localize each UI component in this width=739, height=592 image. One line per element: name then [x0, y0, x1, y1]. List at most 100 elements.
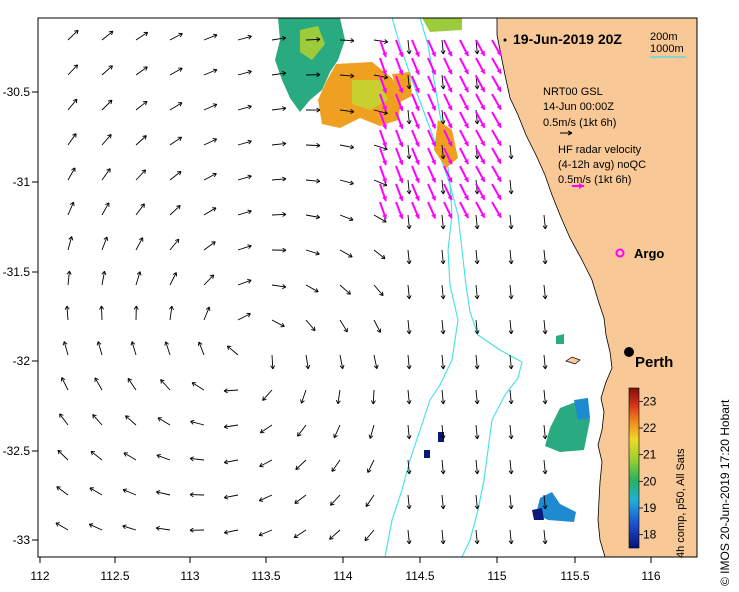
y-tick-label: -31	[13, 175, 31, 189]
current-arrow	[508, 459, 514, 475]
radar-arrow	[395, 75, 404, 94]
current-arrow	[99, 305, 105, 321]
radar-arrow	[443, 147, 453, 165]
radar-arrow	[475, 129, 486, 147]
radar-arrow	[459, 57, 470, 75]
current-arrow	[331, 459, 341, 472]
current-arrow	[67, 98, 78, 111]
current-arrow	[406, 459, 412, 475]
radar-arrow	[475, 111, 486, 129]
current-arrow	[542, 529, 548, 545]
current-arrow	[62, 341, 69, 356]
radar-arrow	[395, 183, 404, 202]
radar-arrow	[443, 57, 453, 75]
current-arrow	[94, 377, 103, 391]
current-arrow	[66, 270, 72, 286]
current-arrow	[123, 452, 137, 461]
current-arrow	[259, 459, 273, 468]
current-arrow	[203, 274, 215, 286]
current-arrow	[305, 37, 321, 42]
current-arrow	[542, 389, 548, 405]
radar-arrow	[379, 165, 387, 184]
current-arrow	[474, 249, 480, 265]
current-arrow	[101, 202, 110, 216]
radar-arrow	[379, 147, 387, 166]
current-arrow	[101, 168, 111, 181]
current-arrow	[508, 214, 514, 230]
radar-arrow	[427, 75, 437, 93]
radar-arrow	[475, 165, 486, 183]
current-arrow	[339, 284, 351, 295]
current-arrow	[305, 284, 319, 293]
current-arrow	[169, 238, 180, 251]
radar-arrow	[491, 147, 502, 165]
radar-legend-line3: 0.5m/s (1kt 6h)	[558, 174, 631, 186]
radar-arrow	[411, 39, 420, 58]
current-arrow	[333, 424, 341, 439]
current-arrow	[339, 214, 354, 222]
current-arrow	[508, 494, 514, 510]
current-arrow	[101, 65, 113, 76]
current-arrow	[440, 284, 446, 300]
current-arrow	[156, 453, 171, 461]
current-arrow	[67, 29, 79, 41]
current-arrow	[203, 207, 217, 216]
current-arrow	[90, 450, 103, 461]
radar-arrow	[459, 111, 470, 129]
current-arrow	[189, 456, 205, 462]
current-arrow	[135, 66, 148, 76]
current-arrow	[237, 278, 252, 286]
current-arrow	[122, 524, 137, 531]
current-arrow	[223, 529, 239, 535]
x-tick-label: 116	[641, 569, 660, 583]
radar-arrow	[411, 75, 420, 94]
current-arrow	[406, 284, 412, 300]
current-arrow	[406, 354, 412, 370]
colorbar-tick-label: 21	[643, 448, 657, 462]
current-arrow	[440, 319, 446, 335]
current-arrow	[508, 249, 514, 265]
current-arrow	[203, 306, 211, 321]
current-arrow	[101, 99, 113, 111]
current-arrow	[339, 319, 348, 333]
radar-arrow	[443, 165, 453, 183]
current-arrow	[440, 74, 446, 90]
current-arrow	[406, 74, 412, 90]
current-arrow	[169, 305, 174, 321]
current-arrow	[440, 109, 446, 125]
current-arrow	[370, 389, 376, 405]
current-arrow	[64, 305, 70, 321]
current-arrow	[237, 69, 252, 76]
current-arrow	[237, 104, 252, 111]
current-arrow	[440, 249, 446, 265]
radar-arrow	[491, 39, 502, 57]
radar-arrow	[459, 183, 470, 201]
radar-arrow	[395, 111, 404, 130]
current-arrow	[223, 424, 239, 430]
current-arrow	[474, 214, 480, 230]
current-arrow	[373, 249, 386, 260]
x-tick-label: 112	[30, 569, 49, 583]
radar-arrow	[443, 39, 453, 57]
current-arrow	[367, 459, 375, 473]
current-arrow	[474, 459, 480, 475]
x-tick-label: 113.5	[251, 569, 280, 583]
current-arrow	[271, 247, 287, 253]
current-arrow	[300, 389, 307, 404]
current-arrow	[329, 529, 341, 540]
radar-arrow	[459, 39, 470, 57]
colorbar-tick-label: 22	[643, 421, 657, 435]
current-arrow	[130, 341, 137, 356]
radar-arrow	[443, 183, 453, 201]
current-arrow	[474, 424, 480, 440]
radar-arrow	[459, 75, 470, 93]
current-arrow	[169, 32, 183, 41]
current-arrow	[135, 237, 144, 251]
radar-arrow	[475, 201, 486, 219]
current-arrow	[169, 136, 182, 146]
current-arrow	[508, 284, 514, 300]
current-arrow	[440, 39, 446, 55]
radar-legend-arrowhead	[579, 183, 584, 189]
radar-arrow	[475, 75, 486, 93]
radar-arrow	[379, 39, 387, 58]
